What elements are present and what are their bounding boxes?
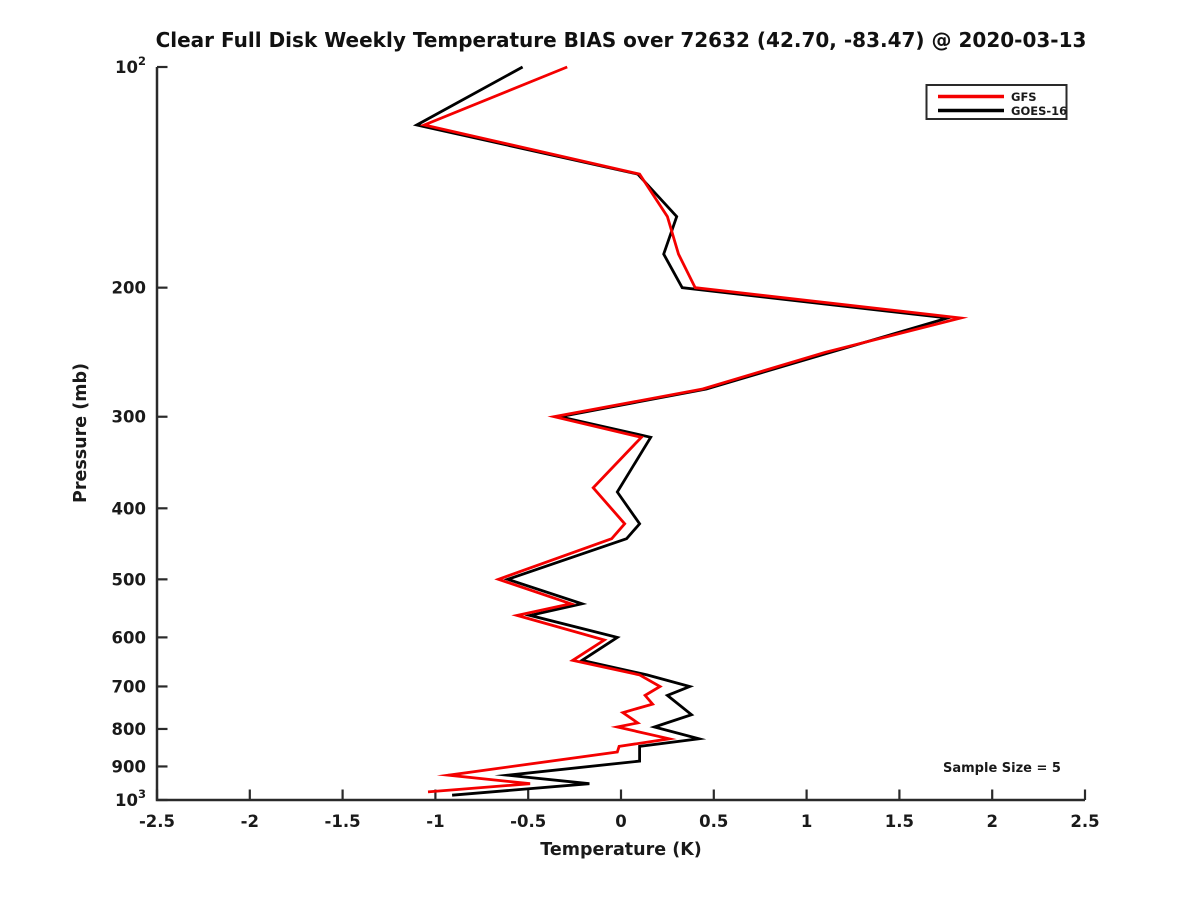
x-tick-label: -1 xyxy=(426,812,444,831)
series-goes-16 xyxy=(412,65,955,797)
x-tick-label: 1.5 xyxy=(885,812,914,831)
series-lines xyxy=(412,65,969,797)
y-tick-label: 103 xyxy=(115,787,146,810)
x-tick-label: 0 xyxy=(615,812,626,831)
legend-box xyxy=(925,84,1068,120)
y-tick-label: 200 xyxy=(112,279,146,298)
x-tick-label: 0.5 xyxy=(699,812,728,831)
x-tick-label: -2 xyxy=(241,812,259,831)
legend-label-gfs: GFS xyxy=(1011,90,1037,104)
x-tick-label: 2 xyxy=(986,812,997,831)
x-tick-label: -2.5 xyxy=(139,812,175,831)
y-tick-label: 700 xyxy=(112,677,146,696)
y-tick-label: 900 xyxy=(112,757,146,776)
x-tick-label: -0.5 xyxy=(510,812,546,831)
legend: GFS GOES-16 xyxy=(925,84,1068,120)
x-axis-label: Temperature (K) xyxy=(540,840,702,860)
y-axis-ticks: 102 200 300 400 500 600 700 800 900 103 xyxy=(112,54,168,810)
x-tick-label: -1.5 xyxy=(325,812,361,831)
y-tick-label: 102 xyxy=(115,54,146,77)
y-tick-label: 500 xyxy=(112,570,146,589)
y-tick-label: 800 xyxy=(112,720,146,739)
x-tick-label: 2.5 xyxy=(1070,812,1099,831)
series-gfs xyxy=(419,65,969,794)
y-tick-label: 600 xyxy=(112,628,146,647)
y-tick-label: 300 xyxy=(112,408,146,427)
x-axis-ticks: -2.5 -2 -1.5 -1 -0.5 0 0.5 1 1.5 2 2.5 xyxy=(139,789,1100,831)
chart-title: Clear Full Disk Weekly Temperature BIAS … xyxy=(155,28,1087,52)
y-axis-label: Pressure (mb) xyxy=(71,363,91,503)
x-tick-label: 1 xyxy=(801,812,812,831)
legend-label-goes16: GOES-16 xyxy=(1011,104,1067,118)
y-tick-label: 400 xyxy=(112,499,146,518)
sample-size-annotation: Sample Size = 5 xyxy=(943,761,1061,776)
